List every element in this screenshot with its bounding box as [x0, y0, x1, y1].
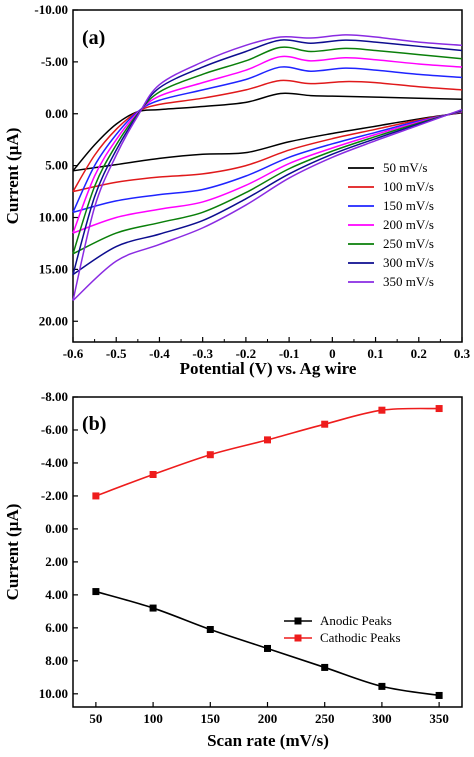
x-tick-label-b: 100 — [143, 711, 163, 726]
x-tick-label-b: 300 — [372, 711, 392, 726]
y-tick-label-b: 8.00 — [45, 653, 68, 668]
panel-label-a: (a) — [82, 27, 105, 49]
series-line-cathodic-sweep — [72, 109, 463, 255]
y-axis-title-a: Current (µA) — [3, 128, 22, 225]
y-tick-label-b: 10.00 — [39, 686, 68, 701]
series-line-b — [95, 407, 440, 497]
chart-b: 50 100 150 200 250 300 350 -8.00 -6.00 -4.00 -2.00… — [3, 389, 463, 750]
series-line-cathodic-sweep — [72, 111, 463, 172]
x-tick-label-a: 0.3 — [454, 346, 471, 361]
y-tick-label-a: -10.00 — [34, 2, 68, 17]
legend-label-b: Cathodic Peaks — [320, 630, 401, 645]
y-tick-label-a: 0.00 — [45, 106, 68, 121]
data-point-marker — [149, 604, 157, 612]
series-line-anodic-sweep — [72, 55, 463, 234]
series-line-cathodic-sweep — [72, 111, 463, 193]
y-tick-label-b: 4.00 — [45, 587, 68, 602]
y-tick-label-b: -8.00 — [41, 389, 68, 404]
y-tick-label-a: 10.00 — [39, 210, 68, 225]
series-line-anodic-sweep — [72, 34, 463, 301]
plot-frame-a — [72, 9, 463, 343]
legend-label-a: 150 mV/s — [383, 198, 434, 213]
legend-label-a: 200 mV/s — [383, 217, 434, 232]
data-point-marker — [206, 451, 214, 459]
data-point-marker — [378, 682, 386, 690]
x-tick-label-b: 150 — [201, 711, 221, 726]
y-tick-label-b: 6.00 — [45, 620, 68, 635]
y-tick-label-b: 0.00 — [45, 521, 68, 536]
series-line-cathodic-sweep — [72, 109, 463, 276]
y-tick-label-b: -4.00 — [41, 455, 68, 470]
legend-swatch-marker-b — [294, 634, 302, 642]
data-point-marker — [92, 492, 100, 500]
panel-label-b: (b) — [82, 413, 106, 435]
y-tick-label-a: 20.00 — [39, 313, 68, 328]
x-tick-label-a: -0.6 — [63, 346, 84, 361]
chart-a: -0.6 -0.5 -0.4 -0.3 -0.2 -0.1 0 0.1 0.2 0.3 -10.00… — [3, 2, 471, 378]
x-tick-label-a: -0.3 — [192, 346, 213, 361]
series-line-anodic-sweep — [72, 46, 463, 255]
y-tick-label-a: -5.00 — [41, 54, 68, 69]
legend-label-a: 250 mV/s — [383, 236, 434, 251]
x-tick-label-b: 250 — [315, 711, 335, 726]
x-tick-label-a: -0.4 — [149, 346, 170, 361]
x-tick-label-b: 200 — [258, 711, 278, 726]
data-point-marker — [321, 663, 329, 671]
y-tick-label-b: 2.00 — [45, 554, 68, 569]
x-tick-label-a: -0.5 — [106, 346, 127, 361]
series-line-cathodic-sweep — [72, 110, 463, 214]
y-axis-title-b: Current (µA) — [3, 504, 22, 601]
x-axis-title-b: Scan rate (mV/s) — [207, 731, 329, 750]
legend-swatch-marker-b — [294, 617, 302, 625]
series-line-cathodic-sweep — [72, 110, 463, 234]
data-point-marker — [149, 471, 157, 478]
legend-label-a: 100 mV/s — [383, 179, 434, 194]
y-tick-label-a: 15.00 — [39, 261, 68, 276]
y-tick-label-b: -2.00 — [41, 488, 68, 503]
data-point-marker — [378, 406, 386, 414]
data-point-marker — [435, 405, 443, 413]
series-line-anodic-sweep — [72, 66, 463, 213]
legend-label-a: 50 mV/s — [383, 160, 427, 175]
x-tick-label-b: 50 — [89, 711, 102, 726]
data-point-marker — [321, 420, 329, 428]
x-tick-label-a: 0 — [329, 346, 336, 361]
x-tick-label-a: 0.2 — [411, 346, 427, 361]
series-line-anodic-sweep — [72, 79, 463, 192]
series-line-anodic-sweep — [72, 39, 463, 275]
data-point-marker — [264, 644, 271, 652]
data-point-marker — [435, 691, 443, 699]
series-line-cathodic-sweep — [72, 108, 463, 302]
x-axis-title-a: Potential (V) vs. Ag wire — [180, 359, 357, 378]
x-tick-label-a: -0.1 — [279, 346, 300, 361]
legend-label-a: 300 mV/s — [383, 255, 434, 270]
plot-frame-b — [72, 396, 463, 708]
x-tick-label-b: 350 — [429, 711, 449, 726]
legend-label-b: Anodic Peaks — [320, 613, 392, 628]
data-point-marker — [206, 626, 214, 633]
data-point-marker — [264, 436, 271, 444]
x-tick-label-a: 0.1 — [367, 346, 383, 361]
y-tick-label-a: 5.00 — [45, 158, 68, 173]
x-tick-label-a: -0.2 — [236, 346, 257, 361]
series-line-anodic-sweep — [72, 92, 463, 172]
legend-label-a: 350 mV/s — [383, 274, 434, 289]
data-point-marker — [92, 588, 100, 596]
y-tick-label-b: -6.00 — [41, 422, 68, 437]
